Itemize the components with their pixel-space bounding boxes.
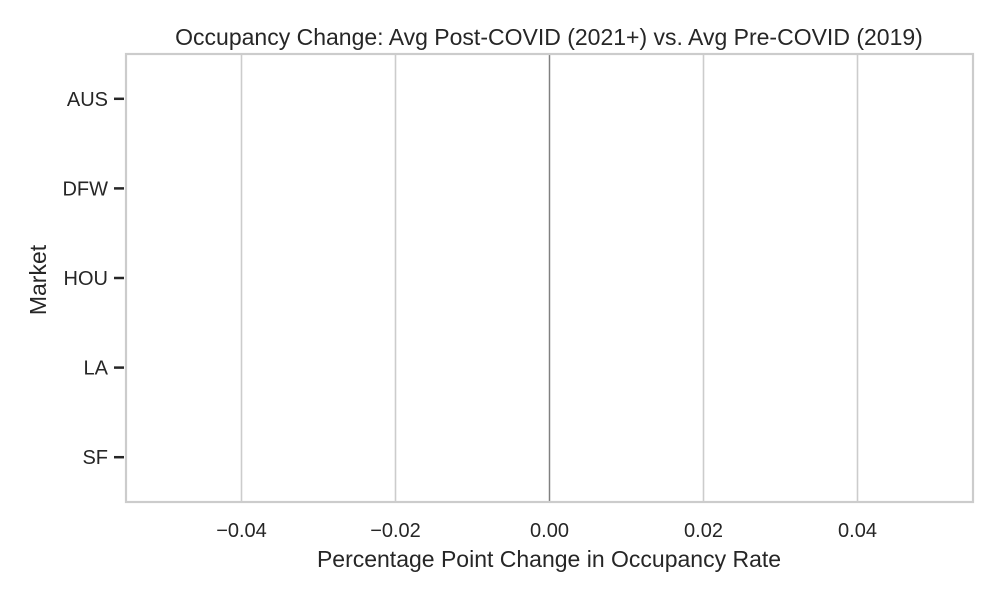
x-tick-label: −0.02 [370, 520, 421, 542]
gridlines [240, 54, 859, 502]
plot-area-frame [124, 52, 975, 504]
x-tick-label: −0.04 [216, 520, 267, 542]
x-tick-label: 0.00 [530, 520, 569, 542]
y-tick-label: SF [82, 447, 108, 469]
chart-title: Occupancy Change: Avg Post-COVID (2021+)… [175, 24, 923, 50]
y-tick-label: HOU [64, 268, 108, 290]
y-axis-title: Market [25, 244, 51, 315]
y-tick-label: DFW [62, 178, 108, 200]
y-tick-label: LA [84, 358, 109, 380]
x-axis-title: Percentage Point Change in Occupancy Rat… [317, 546, 781, 572]
x-tick-label: 0.02 [684, 520, 723, 542]
y-axis-ticks: AUS DFW HOU LA SF [62, 89, 124, 469]
x-tick-label: 0.04 [838, 520, 877, 542]
y-tick-label: AUS [67, 89, 108, 111]
x-axis-ticks: −0.04 −0.02 0.00 0.02 0.04 [216, 520, 877, 542]
